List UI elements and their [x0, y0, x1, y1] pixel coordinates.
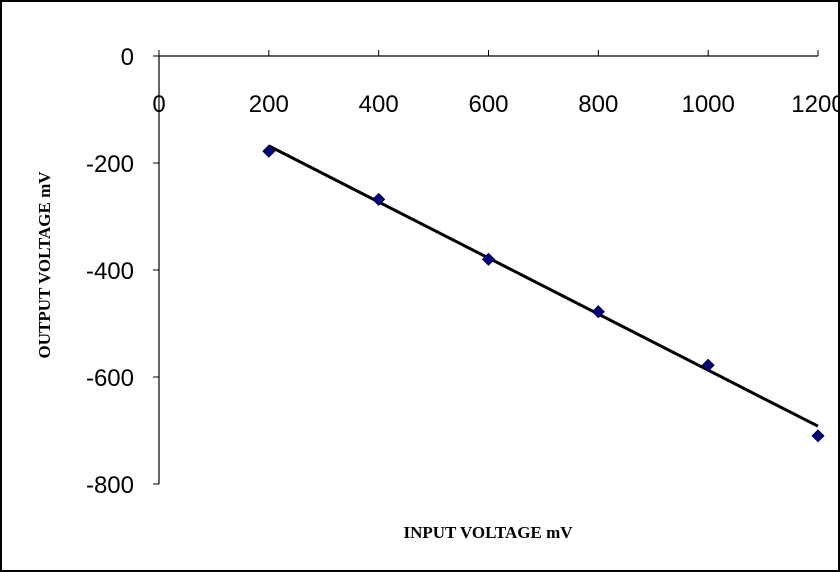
data-point — [372, 192, 386, 206]
x-tick-label: 1000 — [681, 91, 734, 118]
y-tick-label: -800 — [86, 472, 134, 499]
y-tick-label: -600 — [86, 365, 134, 392]
tick-labels: 0 200 400 600 800 1000 1200 0 -200 -400 -600 -800 — [86, 44, 840, 499]
x-tick-label: 800 — [578, 91, 618, 118]
data-points — [262, 144, 825, 443]
y-tick-label: -400 — [86, 258, 134, 285]
data-point — [591, 305, 605, 319]
trendline-group — [268, 144, 819, 428]
x-tick-label: 0 — [152, 91, 165, 118]
axes — [153, 50, 819, 485]
y-tick-label: -200 — [86, 151, 134, 178]
y-tick-label: 0 — [121, 44, 134, 71]
x-tick-label: 600 — [468, 91, 508, 118]
data-point — [811, 429, 825, 443]
x-tick-label: 1200 — [791, 91, 840, 118]
trendline — [268, 144, 819, 428]
data-point — [481, 252, 496, 266]
data-point — [701, 358, 715, 372]
y-axis-title: OUTPUT VOLTAGE mV — [35, 171, 54, 359]
data-point — [262, 144, 276, 158]
x-axis-title: INPUT VOLTAGE mV — [403, 523, 573, 542]
x-tick-label: 200 — [249, 91, 289, 118]
x-tick-label: 400 — [359, 91, 399, 118]
